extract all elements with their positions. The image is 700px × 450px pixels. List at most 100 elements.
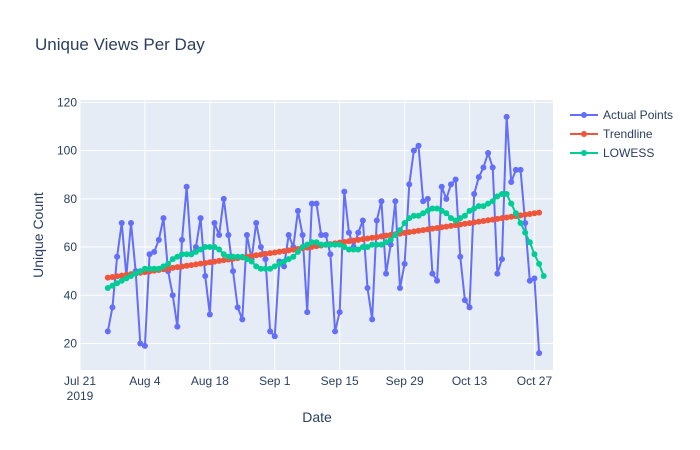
data-point[interactable]	[262, 256, 269, 263]
legend-item-trendline[interactable]: Trendline	[570, 127, 653, 141]
data-point[interactable]	[123, 275, 130, 282]
data-point[interactable]	[383, 232, 390, 239]
data-point[interactable]	[443, 195, 450, 202]
data-point[interactable]	[406, 181, 413, 188]
legend-item-lowess[interactable]: LOWESS	[570, 146, 654, 160]
data-point[interactable]	[410, 212, 417, 219]
data-point[interactable]	[271, 263, 278, 270]
data-point[interactable]	[536, 209, 543, 216]
data-point[interactable]	[341, 238, 348, 245]
data-point[interactable]	[341, 188, 348, 195]
data-point[interactable]	[410, 147, 417, 154]
data-point[interactable]	[536, 350, 543, 357]
data-point[interactable]	[383, 239, 390, 246]
data-point[interactable]	[475, 218, 482, 225]
data-point[interactable]	[410, 228, 417, 235]
data-point[interactable]	[512, 210, 519, 217]
data-point[interactable]	[494, 215, 501, 222]
data-point[interactable]	[192, 248, 199, 255]
data-point[interactable]	[485, 200, 492, 207]
data-point[interactable]	[508, 213, 515, 220]
data-point[interactable]	[276, 248, 283, 255]
data-point[interactable]	[211, 244, 218, 251]
data-point[interactable]	[480, 164, 487, 171]
data-point[interactable]	[447, 222, 454, 229]
data-point[interactable]	[155, 236, 162, 243]
data-point[interactable]	[225, 253, 232, 260]
data-point[interactable]	[151, 248, 158, 255]
data-point[interactable]	[141, 265, 148, 272]
data-point[interactable]	[429, 225, 436, 232]
data-point[interactable]	[415, 142, 422, 149]
data-point[interactable]	[485, 150, 492, 157]
data-point[interactable]	[137, 340, 144, 347]
data-point[interactable]	[285, 232, 292, 238]
data-point[interactable]	[420, 227, 427, 234]
data-point[interactable]	[438, 224, 445, 231]
data-point[interactable]	[304, 309, 311, 316]
data-point[interactable]	[188, 251, 195, 258]
data-point[interactable]	[434, 224, 441, 231]
data-point[interactable]	[498, 256, 505, 263]
data-point[interactable]	[183, 183, 190, 190]
data-point[interactable]	[494, 193, 501, 200]
data-point[interactable]	[290, 253, 297, 260]
data-point[interactable]	[318, 241, 325, 248]
data-point[interactable]	[114, 280, 121, 287]
data-point[interactable]	[336, 241, 343, 248]
data-point[interactable]	[128, 219, 135, 226]
data-point[interactable]	[174, 264, 181, 271]
data-point[interactable]	[253, 252, 260, 259]
data-point[interactable]	[304, 241, 311, 248]
data-point[interactable]	[267, 328, 274, 335]
data-point[interactable]	[466, 207, 473, 214]
data-point[interactable]	[424, 207, 431, 214]
data-point[interactable]	[475, 203, 482, 210]
data-point[interactable]	[364, 285, 371, 292]
data-point[interactable]	[350, 246, 357, 253]
data-point[interactable]	[540, 272, 547, 279]
data-point[interactable]	[359, 244, 366, 251]
data-point[interactable]	[498, 191, 505, 198]
data-point[interactable]	[118, 219, 125, 226]
data-point[interactable]	[350, 237, 357, 244]
data-point[interactable]	[192, 244, 199, 251]
data-point[interactable]	[401, 219, 408, 226]
data-point[interactable]	[471, 205, 478, 212]
data-point[interactable]	[345, 238, 352, 245]
data-point[interactable]	[406, 215, 413, 222]
data-point[interactable]	[234, 253, 241, 260]
data-point[interactable]	[169, 256, 176, 263]
data-point[interactable]	[457, 221, 464, 228]
data-point[interactable]	[169, 264, 176, 271]
data-point[interactable]	[197, 260, 204, 267]
data-point[interactable]	[160, 263, 167, 270]
data-point[interactable]	[443, 210, 450, 217]
data-point[interactable]	[225, 232, 232, 238]
data-point[interactable]	[151, 265, 158, 272]
data-point[interactable]	[373, 217, 380, 224]
data-point[interactable]	[308, 239, 315, 246]
data-point[interactable]	[396, 285, 403, 292]
data-point[interactable]	[369, 316, 376, 323]
data-point[interactable]	[174, 323, 181, 330]
data-point[interactable]	[443, 223, 450, 230]
data-point[interactable]	[508, 200, 515, 207]
data-point[interactable]	[262, 265, 269, 272]
data-point[interactable]	[308, 200, 315, 207]
data-point[interactable]	[257, 265, 264, 272]
data-point[interactable]	[373, 241, 380, 248]
data-point[interactable]	[257, 251, 264, 258]
data-point[interactable]	[494, 270, 501, 277]
data-point[interactable]	[243, 256, 250, 263]
data-point[interactable]	[387, 241, 394, 248]
data-point[interactable]	[512, 166, 519, 173]
data-point[interactable]	[271, 249, 278, 256]
data-point[interactable]	[137, 268, 144, 275]
data-point[interactable]	[299, 232, 306, 238]
data-point[interactable]	[322, 232, 329, 238]
data-point[interactable]	[202, 272, 209, 279]
data-point[interactable]	[179, 263, 186, 270]
data-point[interactable]	[318, 232, 325, 238]
data-point[interactable]	[424, 226, 431, 233]
